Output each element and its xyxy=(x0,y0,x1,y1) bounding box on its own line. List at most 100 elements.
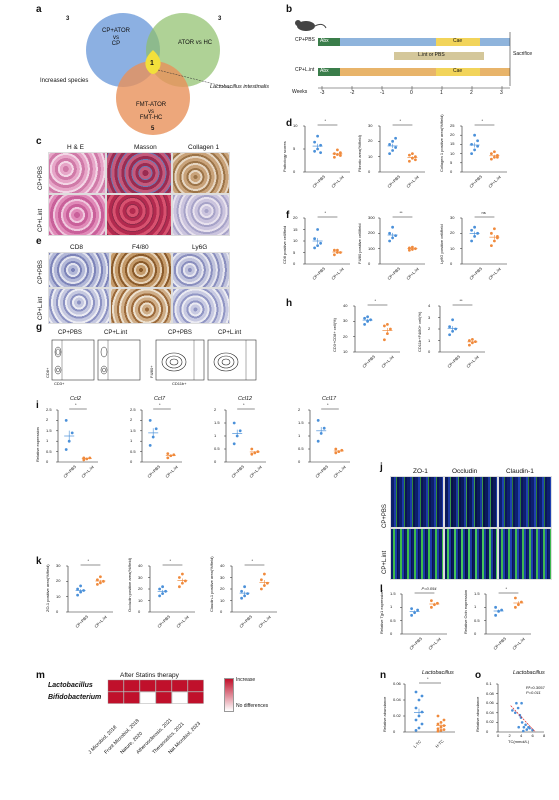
data-point xyxy=(493,150,496,154)
data-point xyxy=(473,148,476,152)
statin-heatmap xyxy=(107,679,204,704)
y-tick-label: 4 xyxy=(428,303,431,308)
data-point xyxy=(333,253,336,257)
data-point xyxy=(470,239,473,243)
significance-label: * xyxy=(399,118,402,123)
flow-label-pbs-1: CP+PBS xyxy=(58,330,82,336)
y-tick-label: 0 xyxy=(138,609,141,614)
image-collagen-lint xyxy=(172,194,230,236)
data-point xyxy=(333,248,336,252)
heatmap-cell xyxy=(187,691,204,704)
data-point xyxy=(181,572,184,576)
data-point xyxy=(79,590,82,594)
data-point xyxy=(420,722,424,726)
significance-label: ** xyxy=(399,210,403,215)
y-tick-label: 1 xyxy=(46,438,49,444)
heatmap-cell xyxy=(123,691,140,704)
x-tick-label: 4 xyxy=(520,733,523,738)
data-point xyxy=(408,153,411,157)
data-point xyxy=(414,158,417,162)
y-tick-label: 0 xyxy=(390,631,393,636)
y-tick-label: 200 xyxy=(368,230,375,236)
significance-label: * xyxy=(324,118,327,123)
data-point xyxy=(517,725,520,729)
heatmap-row-lacto: Lactobacillus xyxy=(48,682,93,689)
panel-label-f: f xyxy=(286,210,290,221)
data-point xyxy=(430,599,433,603)
data-point xyxy=(408,248,411,252)
data-point xyxy=(391,225,394,229)
data-point xyxy=(334,447,338,451)
y-tick-label: 10 xyxy=(56,593,61,599)
stain-label-collagen: Collagen 1 xyxy=(188,144,220,151)
y-tick-label: 0.5 xyxy=(214,446,220,451)
scheme-lint-pbs-label: L.int or PBS xyxy=(418,52,445,58)
heatmap-cell xyxy=(123,679,140,692)
panel-label-a: a xyxy=(36,4,42,15)
y-tick-label: 0 xyxy=(450,261,453,266)
heatmap-cell xyxy=(187,679,204,692)
data-point xyxy=(79,584,82,588)
data-point xyxy=(64,419,68,422)
flow-axis-cd3: CD3+ xyxy=(54,381,65,386)
heatmap-cell xyxy=(171,679,188,692)
data-point xyxy=(76,593,79,597)
significance-label: * xyxy=(505,586,508,591)
y-tick-label: 0.5 xyxy=(298,446,304,451)
y-tick-label: 10 xyxy=(220,597,225,603)
data-point xyxy=(263,584,266,587)
y-tick-label: 2 xyxy=(46,417,49,423)
data-point xyxy=(514,596,517,600)
flow-plots xyxy=(51,339,257,381)
y-tick-label: 0.02 xyxy=(486,719,494,725)
week-label: -1 xyxy=(380,90,385,96)
y-tick-label: 5 xyxy=(293,146,296,151)
y-tick-label: 20 xyxy=(220,586,225,591)
significance-label: * xyxy=(324,210,327,215)
y-tick-label: 1.5 xyxy=(474,591,480,596)
y-tick-label: 1.5 xyxy=(298,420,304,425)
scheme-weeks-label: Weeks xyxy=(292,89,308,95)
stain-label-ly6g: Ly6G xyxy=(192,244,208,251)
panel-label-m: m xyxy=(36,670,45,681)
data-point xyxy=(148,443,152,447)
data-point xyxy=(243,585,247,589)
stain-label-cd8: CD8 xyxy=(70,244,84,251)
data-point xyxy=(250,447,254,451)
stain-label-zo1: ZO-1 xyxy=(413,468,428,475)
y-tick-label: 30 xyxy=(450,215,455,220)
image-ly6g-pbs xyxy=(172,252,230,288)
annotation-r2: R²=0.3057 xyxy=(526,685,545,690)
y-tick-label: 20 xyxy=(368,138,373,144)
row2-abx-bar xyxy=(318,68,340,76)
stain-label-f480: F4/80 xyxy=(132,244,149,251)
flow-axis-cd11b: CD11b+ xyxy=(172,381,187,386)
data-point xyxy=(339,151,342,155)
y-tick-label: 5 xyxy=(293,249,296,255)
significance-label: * xyxy=(374,298,377,303)
y-tick-label: 0.06 xyxy=(486,700,494,706)
heatmap-cell xyxy=(171,691,188,704)
data-point xyxy=(410,607,413,611)
data-point xyxy=(250,452,254,456)
data-point xyxy=(386,323,389,326)
scheme-abx-label-2: Abx xyxy=(320,68,329,74)
data-point xyxy=(388,239,391,243)
significance-label: * xyxy=(87,558,90,563)
data-point xyxy=(414,690,418,694)
y-tick-label: 0 xyxy=(220,609,223,614)
data-point xyxy=(522,729,525,733)
data-point xyxy=(313,140,316,144)
panel-label-j: j xyxy=(380,462,383,473)
data-point xyxy=(522,725,526,729)
y-axis-label: Relative abundance xyxy=(475,696,480,732)
data-point xyxy=(490,244,493,248)
week-ticks xyxy=(321,86,503,90)
y-tick-label: 1.5 xyxy=(130,427,136,433)
data-point xyxy=(524,723,527,727)
